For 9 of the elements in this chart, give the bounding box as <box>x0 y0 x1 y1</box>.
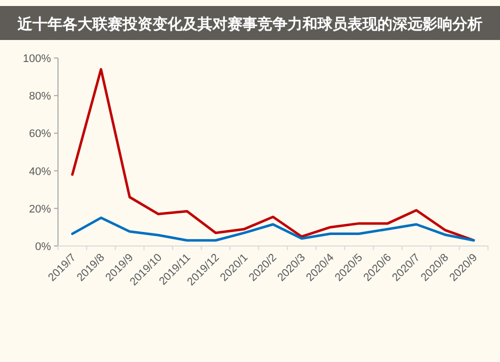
y-tick-label: 20% <box>28 203 52 216</box>
line-series <box>71 216 475 242</box>
y-tick-label: 60% <box>28 128 52 140</box>
y-tick-label: 100% <box>22 53 52 65</box>
line-series <box>71 68 475 242</box>
chart-title: 近十年各大联赛投资变化及其对赛事竞争力和球员表现的深远影响分析 <box>16 15 482 33</box>
y-tick-label: 80% <box>28 90 52 103</box>
y-tick-label: 40% <box>28 166 52 178</box>
y-tick-label: 0% <box>35 241 52 253</box>
